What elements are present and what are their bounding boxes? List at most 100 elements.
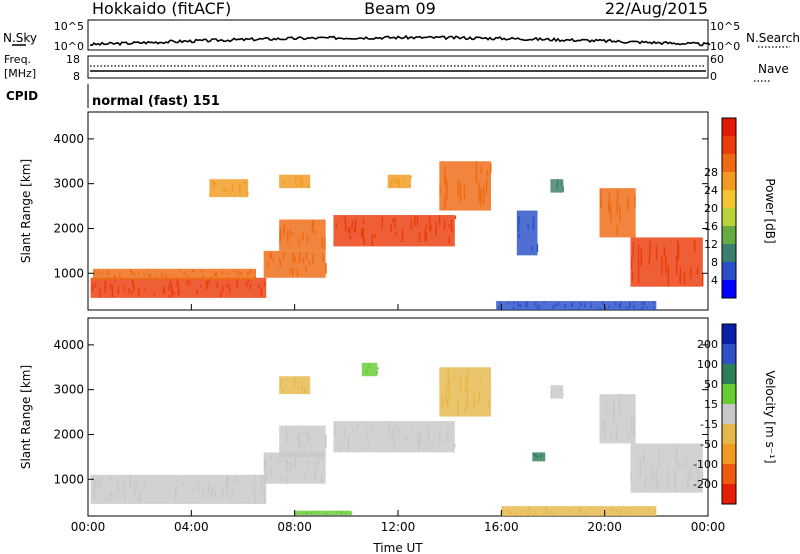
velocity-echo-speckle [644, 476, 647, 493]
velocity-echo-speckle [260, 488, 263, 494]
power-echo-speckle [543, 301, 545, 303]
velocity-echo-speckle [464, 406, 466, 413]
power-echo-speckle [172, 291, 175, 295]
power-echo-region [333, 215, 455, 247]
power-echo-speckle [228, 284, 231, 293]
power-echo-speckle [287, 230, 289, 243]
power-echo-speckle [298, 238, 300, 246]
power-echo-region [209, 179, 249, 198]
velocity-echo-speckle [325, 512, 327, 514]
power-echo-speckle [604, 306, 607, 309]
power-echo-speckle [584, 303, 586, 308]
power-echo-speckle [143, 288, 146, 291]
power-echo-speckle [101, 272, 103, 276]
power-echo-speckle [308, 261, 311, 266]
velocity-echo-speckle [655, 468, 658, 490]
velocity-echo-speckle [620, 511, 622, 515]
power-echo-speckle [169, 281, 172, 287]
power-echo-speckle [269, 252, 271, 259]
velocity-echo-speckle [297, 432, 299, 443]
velocity-colorbar-swatch [722, 484, 736, 504]
power-echo-speckle [354, 219, 357, 224]
power-echo-speckle [371, 233, 374, 247]
velocity-echo-speckle [340, 512, 342, 515]
velocity-echo-speckle [654, 510, 656, 513]
velocity-echo-speckle [615, 509, 618, 513]
velocity-echo-speckle [280, 383, 282, 388]
velocity-echo-speckle [231, 489, 234, 496]
power-echo-speckle [189, 280, 191, 286]
power-echo-speckle [344, 222, 347, 232]
power-echo-speckle [527, 224, 529, 229]
power-echo-speckle [243, 181, 245, 185]
velocity-echo-speckle [290, 461, 293, 470]
power-echo-speckle [116, 276, 118, 280]
power-echo-speckle [418, 233, 421, 243]
velocity-colorbar-swatch [722, 444, 736, 464]
velocity-echo-speckle [370, 426, 373, 435]
velocity-echo-speckle [376, 370, 378, 374]
velocity-echo-speckle [605, 402, 607, 415]
velocity-echo-speckle [344, 512, 347, 515]
power-echo-speckle [435, 222, 437, 236]
power-echo-speckle [663, 246, 666, 256]
power-echo-speckle [153, 293, 156, 296]
velocity-echo-speckle [309, 433, 311, 443]
power-echo-speckle [637, 243, 640, 264]
power-echo-speckle [216, 281, 218, 288]
velocity-echo-speckle [419, 430, 422, 445]
velocity-colorbar-tick: -200 [693, 478, 718, 491]
velocity-echo-speckle [516, 510, 518, 516]
velocity-echo-speckle [315, 450, 317, 457]
velocity-echo-speckle [701, 471, 704, 486]
power-echo-speckle [394, 218, 396, 229]
velocity-echo-speckle [347, 434, 350, 445]
nsky-panel [87, 19, 709, 51]
power-echo-speckle [111, 285, 114, 294]
velocity-echo-speckle [510, 510, 512, 515]
power-echo-speckle [138, 288, 140, 297]
power-echo-speckle [220, 292, 222, 297]
velocity-colorbar-swatch [722, 344, 736, 364]
power-echo-speckle [696, 267, 699, 275]
power-echo-speckle [214, 273, 216, 277]
velocity-echo-speckle [134, 488, 136, 497]
power-echo-speckle [444, 166, 446, 184]
velocity-ytick-label: 3000 [53, 383, 84, 397]
power-echo-speckle [215, 271, 218, 277]
velocity-echo-speckle [264, 491, 266, 503]
power-echo-speckle [448, 223, 451, 228]
velocity-echo-speckle [447, 368, 449, 384]
velocity-echo-speckle [584, 513, 586, 516]
x-axis-label: Time UT [372, 541, 423, 554]
velocity-echo-speckle [211, 488, 213, 498]
velocity-echo-speckle [418, 434, 420, 444]
velocity-echo-speckle [325, 434, 327, 449]
power-echo-speckle [302, 178, 304, 181]
power-ylabel: Slant Range [km] [19, 159, 33, 263]
velocity-echo-speckle [466, 389, 468, 409]
power-echo-speckle [183, 271, 185, 276]
velocity-colorbar-tick: -50 [700, 438, 718, 451]
power-echo-speckle [450, 219, 453, 233]
velocity-echo-speckle [361, 445, 363, 451]
power-echo-speckle [322, 253, 324, 262]
velocity-echo-speckle [335, 512, 338, 514]
velocity-echo-speckle [502, 508, 504, 512]
power-echo-speckle [193, 269, 195, 273]
power-echo-speckle [146, 269, 149, 271]
power-colorbar-tick: 8 [711, 256, 718, 269]
velocity-echo-speckle [611, 507, 613, 509]
power-echo-speckle [344, 215, 347, 225]
power-echo-speckle [312, 220, 315, 227]
power-echo-speckle [627, 196, 629, 211]
power-colorbar-frame [721, 117, 737, 299]
velocity-echo-speckle [352, 429, 355, 435]
velocity-echo-speckle [110, 476, 112, 483]
power-colorbar-swatch [722, 154, 736, 172]
velocity-echo-speckle [446, 399, 449, 408]
power-colorbar-swatch [722, 172, 736, 190]
nsearch-tick-top: 10^5 [710, 20, 740, 33]
power-echo-speckle [416, 215, 419, 226]
power-echo-speckle [240, 271, 243, 276]
